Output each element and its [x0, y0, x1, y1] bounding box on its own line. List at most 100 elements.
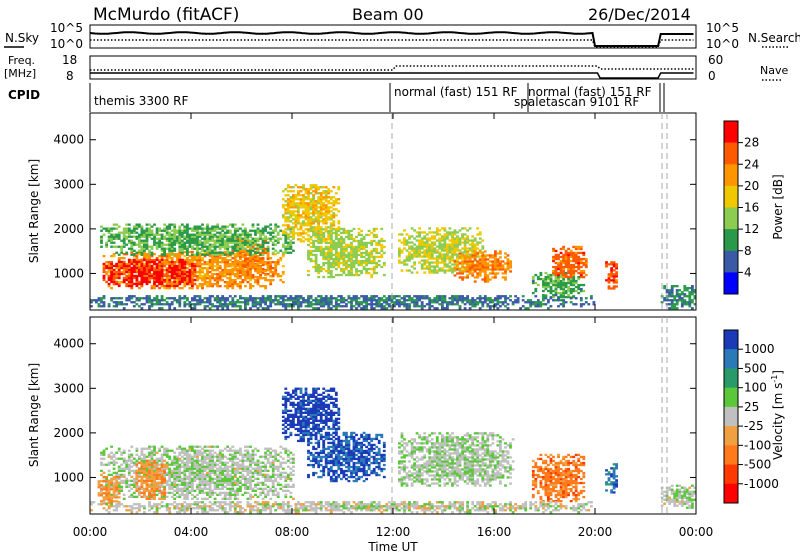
data-cell: [269, 257, 273, 260]
data-cell: [221, 279, 225, 282]
data-cell: [398, 299, 401, 302]
data-cell: [206, 273, 209, 276]
data-cell: [481, 252, 485, 255]
data-cell: [170, 245, 174, 248]
data-cell: [559, 296, 563, 299]
data-cell: [281, 214, 285, 217]
data-cell: [107, 278, 111, 282]
data-cell: [117, 274, 121, 278]
data-cell: [213, 247, 217, 250]
data-cell: [350, 261, 353, 265]
data-cell: [297, 186, 300, 189]
data-cell: [569, 291, 573, 295]
data-cell: [155, 237, 159, 240]
data-cell: [352, 249, 356, 253]
data-cell: [307, 196, 310, 199]
data-cell: [138, 243, 141, 246]
data-cell: [233, 245, 237, 248]
data-cell: [494, 297, 497, 300]
data-cell: [615, 265, 618, 268]
data-cell: [135, 237, 139, 240]
data-cell: [239, 261, 242, 265]
data-cell: [135, 278, 139, 282]
data-cell: [261, 271, 265, 275]
data-cell: [342, 245, 346, 249]
data-cell: [274, 263, 278, 266]
data-cell: [193, 229, 197, 232]
data-cell: [168, 270, 172, 274]
data-cell: [521, 295, 525, 298]
data-cell: [284, 247, 288, 250]
data-cell: [463, 227, 467, 230]
data-cell: [125, 467, 129, 470]
data-cell: [365, 243, 368, 247]
data-cell: [150, 259, 154, 262]
data-cell: [478, 307, 482, 310]
data-cell: [314, 245, 318, 249]
data-cell: [180, 297, 184, 300]
data-cell: [211, 235, 214, 238]
data-cell: [685, 301, 689, 304]
data-cell: [350, 259, 353, 263]
data-cell: [685, 303, 689, 306]
data-cell: [135, 227, 139, 230]
data-cell: [203, 231, 207, 234]
data-cell: [448, 245, 452, 248]
data-cell: [231, 301, 235, 304]
data-cell: [122, 237, 126, 240]
data-cell: [494, 305, 497, 308]
data-cell: [327, 303, 331, 306]
data-cell: [314, 265, 318, 269]
data-cell: [160, 258, 164, 261]
data-cell: [329, 239, 333, 243]
data-cell: [463, 239, 467, 242]
nave-label: Nave: [760, 64, 788, 77]
data-cell: [420, 259, 424, 262]
data-cell: [569, 253, 573, 257]
data-cell: [132, 253, 136, 256]
data-cell: [365, 251, 368, 255]
data-cell: [466, 262, 469, 265]
data-cell: [198, 251, 202, 254]
data-cell: [130, 270, 134, 274]
data-cell: [554, 253, 558, 257]
data-cell: [347, 259, 351, 263]
data-cell: [223, 303, 227, 306]
data-cell: [463, 241, 467, 244]
data-cell: [299, 198, 303, 201]
data-cell: [145, 258, 149, 261]
data-cell: [380, 253, 384, 257]
data-cell: [332, 243, 336, 247]
data-cell: [423, 253, 427, 256]
data-cell: [132, 485, 136, 488]
data-cell: [579, 259, 583, 263]
data-cell: [466, 264, 469, 267]
data-cell: [274, 235, 278, 238]
data-cell: [130, 259, 134, 262]
data-cell: [246, 299, 250, 302]
data-cell: [286, 237, 290, 240]
data-cell: [297, 307, 300, 310]
data-cell: [453, 266, 457, 269]
data-cell: [231, 249, 235, 253]
data-cell: [239, 305, 242, 308]
data-cell: [531, 281, 535, 285]
data-cell: [117, 237, 121, 240]
data-cell: [574, 297, 578, 300]
data-cell: [557, 257, 560, 261]
data-cell: [160, 285, 164, 288]
data-cell: [244, 279, 247, 282]
data-cell: [413, 255, 416, 258]
data-cell: [347, 297, 351, 300]
data-cell: [418, 249, 421, 252]
y-tick-label: 1000: [53, 266, 84, 280]
data-cell: [322, 263, 326, 267]
data-cell: [357, 233, 361, 237]
data-cell: [683, 303, 687, 306]
data-cell: [241, 237, 245, 240]
data-cell: [201, 263, 204, 266]
data-cell: [135, 303, 139, 306]
data-cell: [544, 287, 548, 291]
data-cell: [143, 272, 146, 276]
data-cell: [165, 287, 169, 290]
